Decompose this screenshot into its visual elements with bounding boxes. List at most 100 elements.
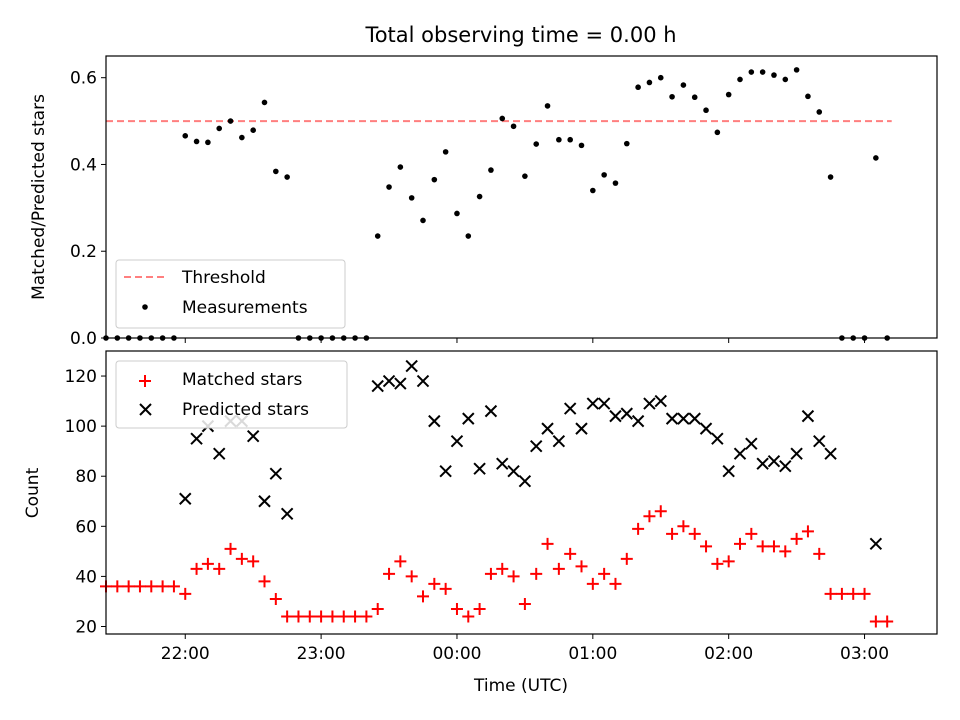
measurement-point [680,82,687,88]
matched-star-point [507,570,520,583]
measurement-point [465,233,472,239]
top-legend: Threshold Measurements [115,259,346,329]
measurement-point [273,168,279,175]
predicted-legend-marker [139,403,152,416]
matched-star-point [711,557,724,570]
measurement-point [193,138,200,145]
matched-star-point [666,527,679,540]
predicted-star-point [597,397,611,410]
predicted-star-point [552,434,566,448]
predicted-star-point [654,394,667,408]
predicted-star-point [394,377,407,390]
matched-star-point [292,610,305,623]
measurement-point [182,133,189,139]
matched-star-point [360,610,373,623]
bottom-panel: 20 40 60 80 100 120 22:00 23:00 00:00 01:00 02:00 0… [23,350,938,696]
bottom-y-tick-label: 120 [65,367,97,387]
matched-star-point [552,562,565,575]
x-tick-label: 22:00 [161,644,210,664]
predicted-star-point [382,374,396,388]
matched-star-point [133,580,146,593]
predicted-stars-points [179,359,883,551]
measurement-point [590,187,596,194]
measurement-point [488,167,494,173]
matched-star-point [654,505,667,518]
matched-star-point [247,555,260,568]
bottom-axis-ticks: 20 40 60 80 100 120 22:00 23:00 00:00 01:00 02:00 0… [65,367,889,664]
bottom-legend-box [115,360,348,429]
measurement-point [793,67,800,73]
matched-stars-points [100,505,894,628]
predicted-star-point [462,412,475,425]
matched-star-point [405,570,418,583]
matched-star-point [801,525,814,538]
measurement-point [227,118,234,124]
predicted-star-point [801,409,815,423]
matched-star-point [269,592,282,605]
measurement-point [657,74,664,81]
measurement-point [737,76,743,83]
matched-star-point [632,522,645,535]
x-tick-label: 03:00 [840,644,889,664]
measurement-point [408,195,415,201]
measurement-point [397,164,404,170]
matched-star-point [179,587,192,600]
predicted-star-point [450,434,464,448]
measurement-point [261,99,268,106]
matched-star-point [224,542,237,555]
predicted-star-point [677,412,690,425]
measurement-point [431,176,438,183]
predicted-star-point [586,397,600,410]
measurement-point [420,217,426,224]
measurement-point [623,140,630,147]
predicted-star-point [507,465,520,478]
top-legend-box [115,259,346,329]
matched-star-point [213,562,226,575]
predicted-legend-label: Predicted stars [182,400,309,420]
measurement-point [454,210,460,217]
measurement-point [748,69,755,75]
measurement-point [216,125,223,132]
predicted-star-point [428,414,441,428]
matched-star-point [145,580,158,593]
bottom-plot-frame [105,350,938,635]
matched-star-point [564,547,577,560]
predicted-star-point [213,447,226,460]
top-y-tick-label: 0.2 [70,242,97,262]
matched-star-point [598,567,611,580]
matched-star-point [541,537,554,550]
measurement-point [250,127,256,133]
x-axis-label: Time (UTC) [473,676,568,696]
x-tick-label: 01:00 [568,644,617,664]
predicted-star-point [473,462,486,475]
predicted-star-point [620,407,633,420]
matched-star-point [394,555,407,568]
measurement-points [103,67,890,341]
matched-star-point [315,610,328,623]
matched-star-point [518,597,531,610]
top-plot-frame [105,55,938,339]
measurement-point [544,103,551,109]
measurements-legend-marker [142,304,148,310]
bottom-y-tick-label: 20 [75,617,97,637]
matched-legend-label: Matched stars [182,370,302,390]
matched-star-point [303,610,316,623]
measurement-point [771,72,777,78]
matched-star-point [439,582,452,595]
top-y-tick-label: 0.0 [70,329,97,349]
measurement-point [533,141,540,147]
matched-star-point [722,555,735,568]
matched-star-point [258,575,271,588]
matched-star-point [847,587,860,600]
predicted-star-point [609,409,622,423]
predicted-star-point [824,447,837,460]
measurement-point [567,136,573,143]
bottom-legend: Matched stars Predicted stars [115,360,348,429]
matched-star-point [824,587,837,600]
predicted-star-point [643,397,656,410]
measurement-point [725,91,732,98]
matched-star-point [643,510,656,523]
predicted-star-point [179,492,192,505]
